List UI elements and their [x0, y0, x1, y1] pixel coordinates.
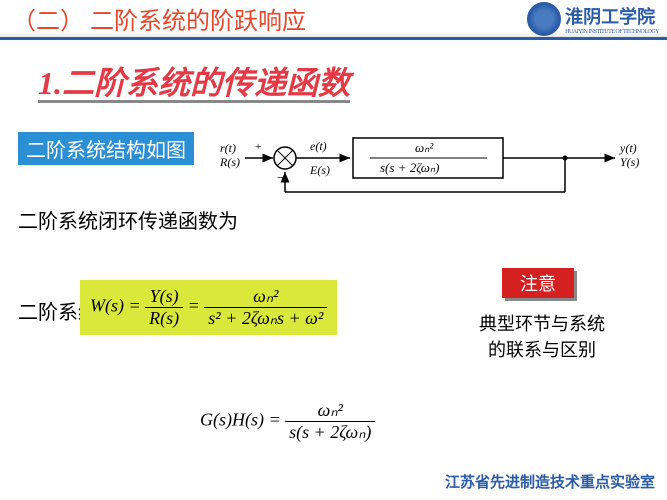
diagram-minus: −	[277, 171, 285, 186]
formula-w-eq: =	[188, 296, 200, 316]
diagram-input-bot: R(s)	[219, 155, 240, 169]
diagram-err-top: e(t)	[310, 139, 327, 153]
open-loop-formula: G(s)H(s) = ωₙ² s(s + 2ζωₙ)	[200, 400, 375, 443]
formula-w-frac1: Y(s) R(s)	[145, 286, 183, 329]
formula-g-frac: ωₙ² s(s + 2ζωₙ)	[285, 400, 375, 443]
block-diagram: r(t) R(s) + − e(t) E(s) ωₙ² s(s + 2ζωₙ) …	[215, 130, 655, 200]
note-text: 典型环节与系统 的联系与区别	[467, 310, 617, 362]
header-title: （二） 二阶系统的阶跃响应	[12, 1, 306, 36]
note-badge: 注意	[502, 268, 574, 298]
closed-loop-formula: W(s) = Y(s) R(s) = ωₙ² s² + 2ζωₙs + ω²	[80, 280, 337, 335]
tf-den: s(s + 2ζωₙ)	[380, 160, 439, 175]
main-title: 1.二阶系统的传递函数	[38, 58, 667, 104]
institute-logo: 淮阴工学院 HUAIYIN INSTITUTE OF TECHNOLOGY	[527, 2, 659, 36]
footer-lab-name: 江苏省先进制造技术重点实验室	[445, 471, 655, 492]
formula-w-lhs: W(s) =	[90, 296, 141, 316]
formula-w-frac2: ωₙ² s² + 2ζωₙs + ω²	[204, 286, 327, 329]
slide-header: （二） 二阶系统的阶跃响应 淮阴工学院 HUAIYIN INSTITUTE OF…	[0, 0, 667, 40]
closed-loop-label: 二阶系统闭环传递函数为	[18, 205, 667, 234]
logo-text-wrap: 淮阴工学院 HUAIYIN INSTITUTE OF TECHNOLOGY	[565, 3, 659, 35]
formula-g-lhs: G(s)H(s) =	[200, 410, 281, 430]
note-box: 注意 典型环节与系统 的联系与区别	[467, 268, 617, 362]
tf-num: ωₙ²	[415, 140, 434, 155]
diagram-input-top: r(t)	[220, 141, 236, 155]
structure-label: 二阶系统结构如图	[18, 132, 194, 165]
diagram-out-top: y(t)	[619, 141, 637, 155]
diagram-err-bot: E(s)	[309, 163, 330, 177]
logo-name: 淮阴工学院	[565, 7, 655, 27]
diagram-out-bot: Y(s)	[620, 155, 639, 169]
logo-badge-icon	[527, 2, 561, 36]
diagram-plus: +	[255, 141, 261, 153]
logo-subtitle: HUAIYIN INSTITUTE OF TECHNOLOGY	[565, 29, 659, 35]
